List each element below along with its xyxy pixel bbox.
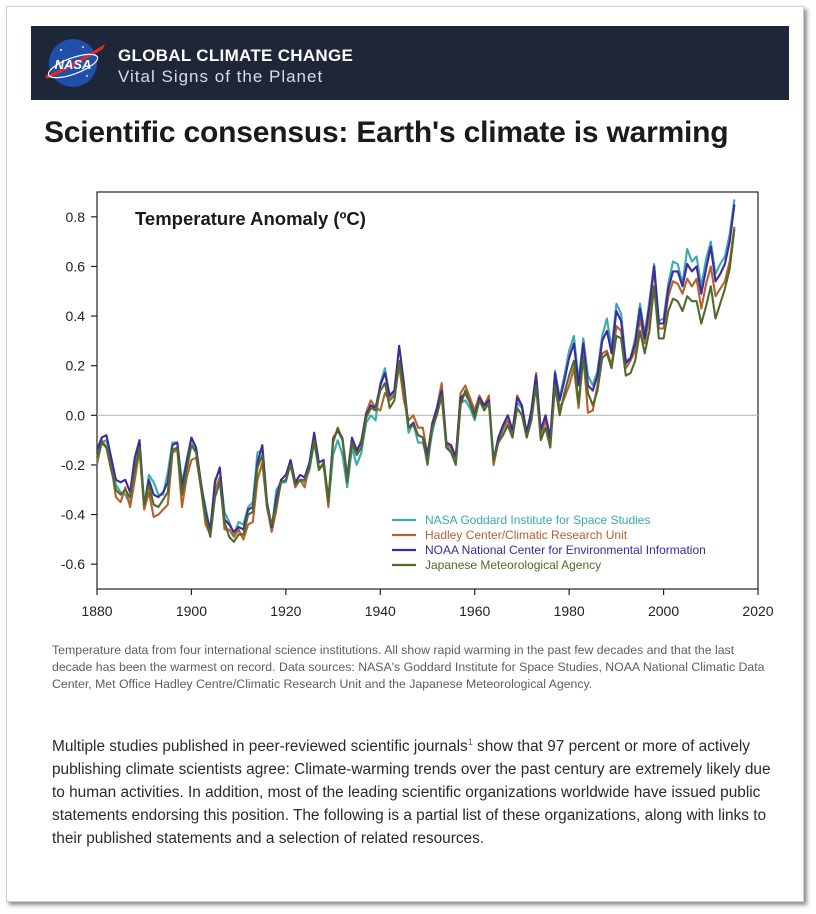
chart-caption: Temperature data from four international… xyxy=(52,643,765,691)
body-text-start: Multiple studies published in peer-revie… xyxy=(52,738,468,755)
y-tick-label: 0.4 xyxy=(66,308,86,324)
legend-label-4: Japanese Meteorological Agency xyxy=(425,558,601,572)
banner-title: GLOBAL CLIMATE CHANGE xyxy=(118,46,354,65)
y-tick-label: 0.0 xyxy=(66,407,86,423)
temperature-anomaly-chart: -0.6 -0.4 -0.2 0.0 0.2 0.4 0.6 0.8 1880 1900 1920 1… xyxy=(61,191,774,619)
site-banner[interactable]: NASA GLOBAL CLIMATE CHANGE Vital Signs o… xyxy=(31,26,789,100)
x-tick-label: 1880 xyxy=(81,603,112,619)
body-text-end: show that 97 percent or more of actively… xyxy=(52,738,771,847)
y-tick-label: 0.8 xyxy=(66,209,86,225)
x-tick-label: 2020 xyxy=(742,603,773,619)
series-line-4 xyxy=(95,229,736,543)
x-tick-label: 1920 xyxy=(270,603,301,619)
y-tick-label: 0.6 xyxy=(66,258,86,274)
x-tick-label: 1940 xyxy=(365,603,396,619)
chart-title: Temperature Anomaly (ºC) xyxy=(135,208,366,229)
x-tick-label: 1900 xyxy=(176,603,207,619)
y-tick-label: -0.2 xyxy=(61,457,85,473)
legend-label-3: NOAA National Center for Environmental I… xyxy=(425,543,706,557)
x-tick-label: 2000 xyxy=(648,603,679,619)
footnote-link[interactable]: 1 xyxy=(467,737,473,747)
nasa-logo-text: NASA xyxy=(55,57,92,72)
y-tick-label: -0.4 xyxy=(61,507,85,523)
y-tick-label: -0.6 xyxy=(61,556,85,572)
nasa-logo-icon[interactable]: NASA xyxy=(43,36,107,90)
page-title: Scientific consensus: Earth's climate is… xyxy=(44,116,729,149)
y-tick-label: 0.2 xyxy=(66,358,86,374)
x-tick-label: 1960 xyxy=(459,603,490,619)
legend-label-1: NASA Goddard Institute for Space Studies xyxy=(425,513,650,527)
body-paragraph: Multiple studies published in peer-revie… xyxy=(52,735,782,850)
legend-label-2: Hadley Center/Climatic Research Unit xyxy=(425,528,628,542)
x-tick-label: 1980 xyxy=(554,603,585,619)
banner-subtitle: Vital Signs of the Planet xyxy=(118,67,324,86)
